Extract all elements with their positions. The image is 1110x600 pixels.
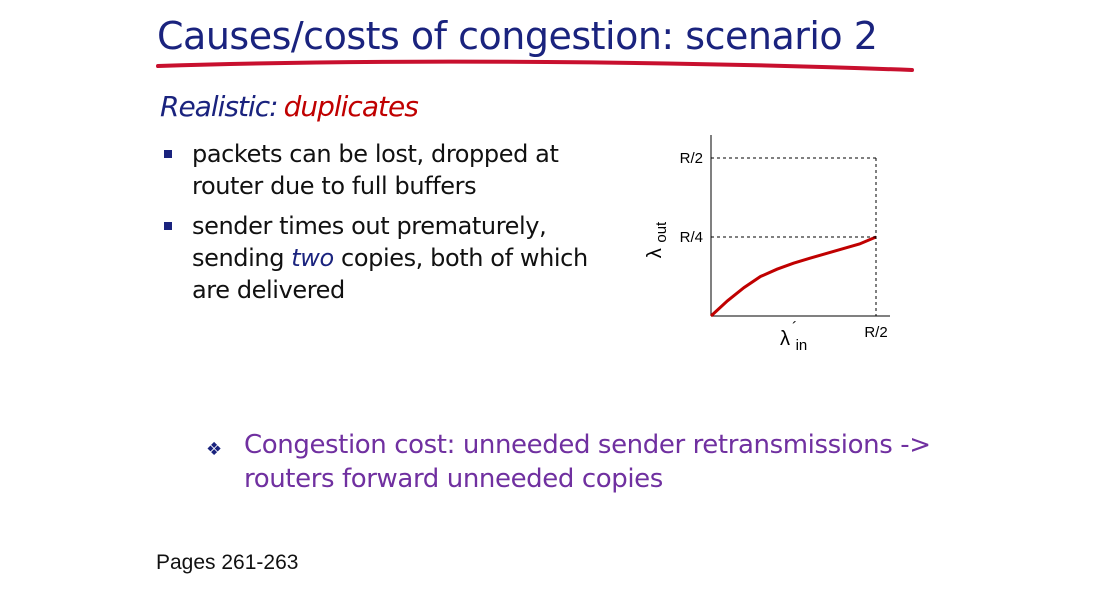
y-axis-label: λ out <box>644 221 670 258</box>
congestion-note: ❖ Congestion cost: unneeded sender retra… <box>206 428 966 496</box>
x-axis-label: λ in´ <box>780 320 807 354</box>
page-reference: Pages 261-263 <box>156 551 299 574</box>
y-axis-label-main: λ <box>644 248 666 258</box>
subtitle: Realistic: duplicates <box>160 90 419 123</box>
page-title: Causes/costs of congestion: scenario 2 <box>157 14 878 58</box>
bullet-item: packets can be lost, dropped at router d… <box>160 138 620 202</box>
series-line <box>709 235 877 318</box>
bullet-list: packets can be lost, dropped at router d… <box>160 138 620 314</box>
square-bullet-icon <box>164 222 172 230</box>
congestion-note-text: Congestion cost: unneeded sender retrans… <box>244 430 931 494</box>
x-axis-label-main: λ <box>780 328 790 350</box>
x-axis-label-subscript: in <box>796 337 808 354</box>
bullet-text-pre: sender times out prematurely, sending <box>192 212 547 272</box>
subtitle-emphasis: duplicates <box>283 90 419 123</box>
subtitle-prefix: Realistic: <box>160 90 279 123</box>
y-axis-label-subscript: out <box>653 221 670 243</box>
bullet-text-post: copies, both of which are delivered <box>192 244 588 304</box>
y-tick-label: R/2 <box>680 150 703 167</box>
bullet-text-emphasis: two <box>291 244 334 272</box>
diamond-bullet-icon: ❖ <box>206 439 222 460</box>
y-tick-label: R/4 <box>680 229 703 246</box>
bullet-text: packets can be lost, dropped at router d… <box>192 140 559 200</box>
bullet-item: sender times out prematurely, sending tw… <box>160 210 620 306</box>
x-axis-label-prime: ´ <box>792 320 797 337</box>
title-underline <box>156 59 914 72</box>
x-tick-label: R/2 <box>864 324 887 341</box>
square-bullet-icon <box>164 150 172 158</box>
